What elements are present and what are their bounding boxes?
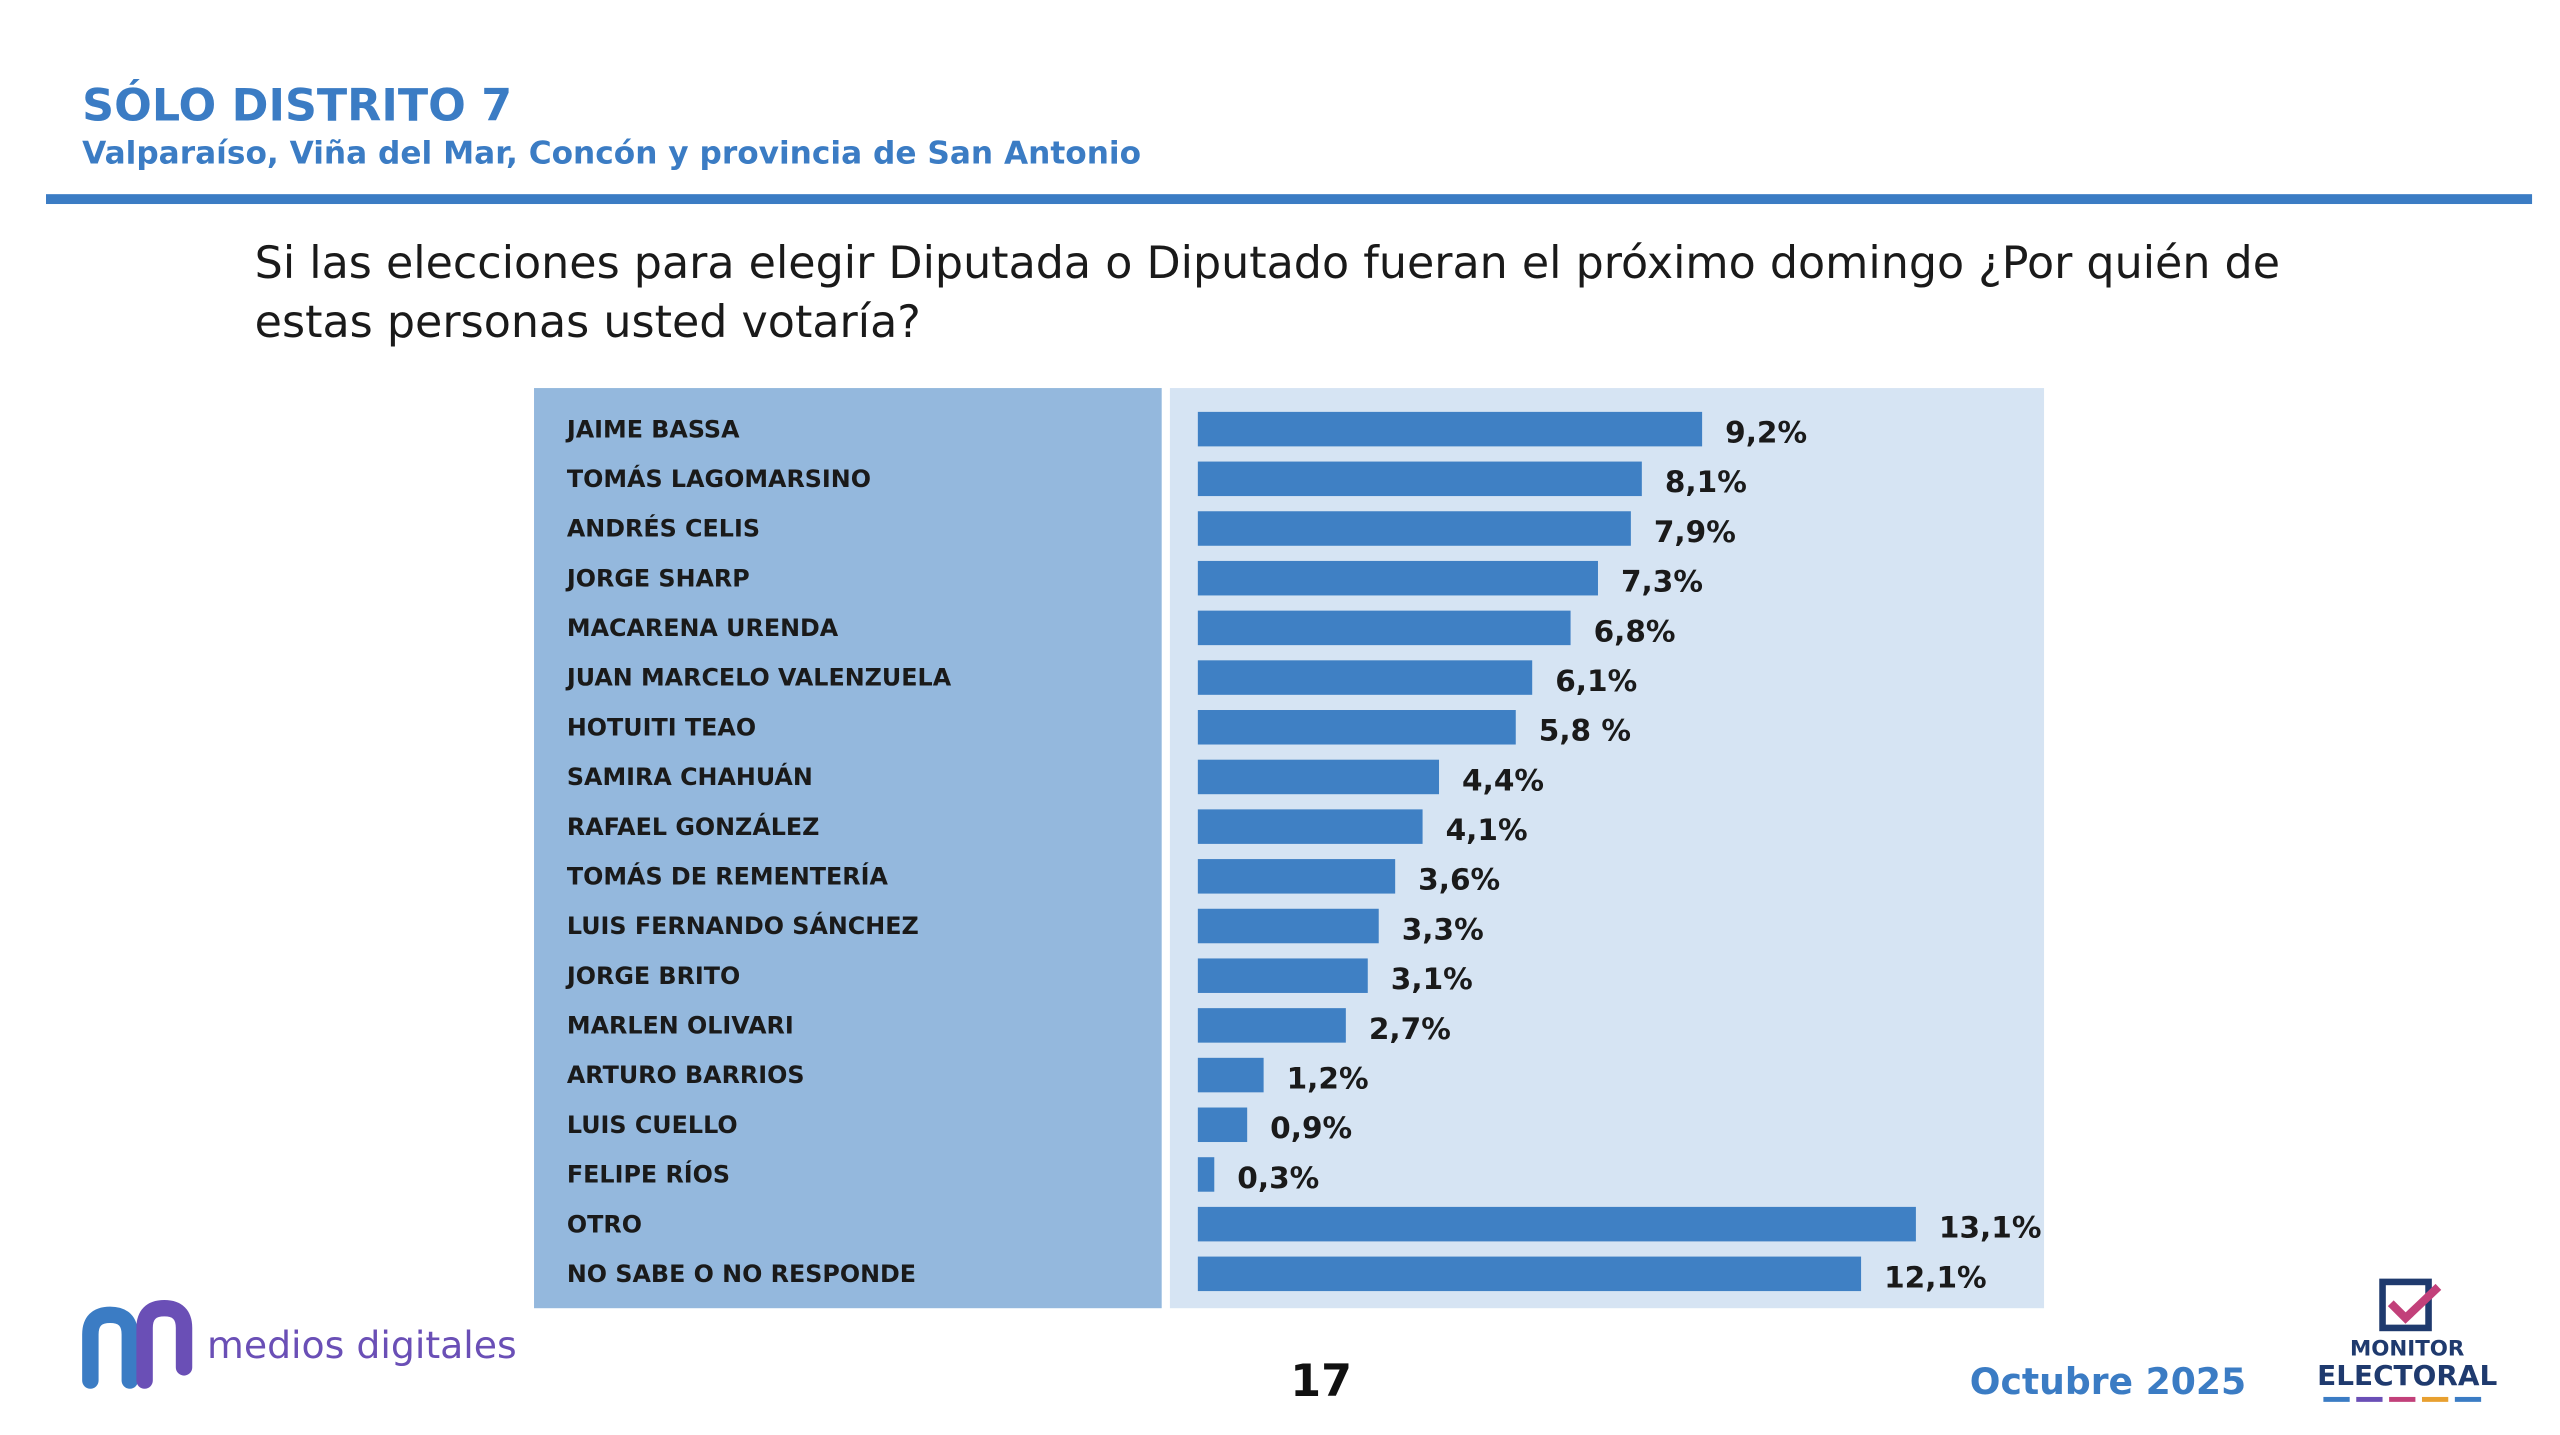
logo-top: MONITOR	[2350, 1336, 2465, 1361]
value-label: 8,1%	[1665, 465, 1747, 499]
bar	[1197, 1157, 1215, 1192]
bar	[1197, 660, 1533, 695]
bar	[1197, 461, 1642, 497]
slide-subtitle: Valparaíso, Viña del Mar, Concón y provi…	[82, 136, 1141, 172]
value-label: 0,9%	[1270, 1111, 1352, 1145]
category-label: JORGE BRITO	[565, 962, 740, 990]
value-label: 12,1%	[1884, 1260, 1987, 1294]
logo-bottom: ELECTORAL	[2317, 1359, 2497, 1392]
category-label: TOMÁS DE REMENTERÍA	[567, 862, 889, 890]
category-label: LUIS FERNANDO SÁNCHEZ	[567, 912, 919, 940]
value-label: 4,4%	[1462, 763, 1544, 797]
bar	[1197, 908, 1379, 944]
value-label: 3,3%	[1402, 912, 1484, 946]
value-label: 13,1%	[1939, 1211, 2042, 1245]
category-label: JORGE SHARP	[565, 564, 750, 592]
monitor-logo	[2323, 1278, 2482, 1402]
value-label: 7,3%	[1621, 565, 1703, 599]
question-box: Si las elecciones para elegir Diputada o…	[254, 238, 2281, 349]
value-label: 2,7%	[1369, 1012, 1451, 1046]
bar	[1197, 1107, 1248, 1143]
value-label: 5,8 %	[1539, 714, 1631, 748]
question: Si las elecciones para elegir Diputada o…	[254, 238, 2281, 349]
category-label: JUAN MARCELO VALENZUELA	[565, 664, 952, 692]
category-label: FELIPE RÍOS	[567, 1161, 730, 1189]
bar	[1197, 759, 1440, 795]
value-label: 6,8%	[1594, 614, 1676, 648]
value-label: 3,6%	[1418, 863, 1500, 897]
bar	[1197, 958, 1368, 993]
value-label: 6,1%	[1555, 664, 1637, 698]
brand-logo	[82, 1299, 193, 1389]
bar	[1197, 1256, 1862, 1292]
bar	[1197, 859, 1396, 894]
value-label: 4,1%	[1446, 813, 1528, 847]
bar	[1197, 809, 1423, 844]
slide-title: SÓLO DISTRITO 7	[82, 79, 512, 132]
category-label: TOMÁS LAGOMARSINO	[567, 465, 871, 493]
label-panel	[534, 388, 1162, 1309]
bar	[1197, 511, 1631, 546]
bar	[1197, 610, 1571, 646]
bar	[1197, 560, 1598, 596]
category-label: MACARENA URENDA	[567, 614, 839, 642]
category-label: NO SABE O NO RESPONDE	[567, 1260, 916, 1288]
brand-name: medios digitales	[207, 1323, 517, 1367]
bar	[1197, 710, 1516, 745]
category-label: JAIME BASSA	[565, 415, 740, 443]
category-label: ANDRÉS CELIS	[567, 515, 760, 543]
value-label: 1,2%	[1287, 1062, 1369, 1096]
category-label: RAFAEL GONZÁLEZ	[567, 813, 820, 841]
value-label: 9,2%	[1725, 416, 1807, 450]
bar	[1197, 1206, 1916, 1242]
bar	[1197, 411, 1703, 447]
header-rule	[46, 194, 2533, 205]
bar	[1197, 1008, 1346, 1043]
value-label: 7,9%	[1654, 515, 1736, 549]
category-label: OTRO	[567, 1210, 642, 1238]
value-label: 3,1%	[1391, 962, 1473, 996]
page-number: 17	[1290, 1356, 1352, 1407]
bar	[1197, 1057, 1264, 1093]
value-label: 0,3%	[1237, 1161, 1319, 1195]
category-label: MARLEN OLIVARI	[567, 1012, 794, 1040]
date: Octubre 2025	[1970, 1360, 2246, 1403]
category-label: HOTUITI TEAO	[567, 713, 756, 741]
category-label: LUIS CUELLO	[567, 1111, 738, 1139]
category-label: ARTURO BARRIOS	[567, 1061, 805, 1089]
category-label: SAMIRA CHAHUÁN	[567, 763, 813, 791]
